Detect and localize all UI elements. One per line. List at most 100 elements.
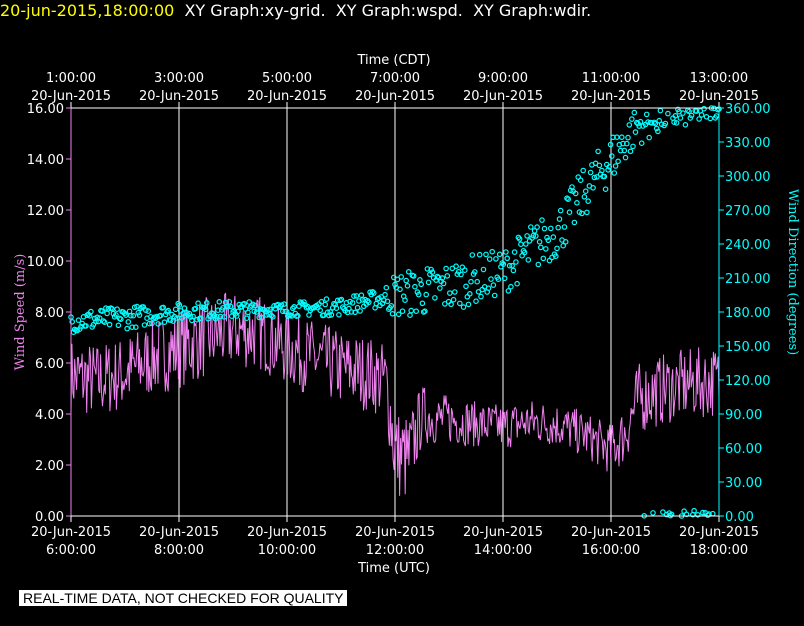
wind-direction-point: [136, 312, 143, 318]
wind-direction-point: [353, 293, 360, 299]
wind-direction-point: [323, 296, 330, 302]
wind-direction-point: [628, 116, 635, 122]
wind-direction-point: [565, 196, 572, 203]
wind-direction-point: [544, 234, 550, 241]
wind-direction-point: [473, 298, 479, 305]
top-tick-date: 20-Jun-2015: [463, 89, 543, 104]
bottom-tick-date: 20-Jun-2015: [31, 525, 111, 540]
wind-direction-point: [495, 276, 502, 283]
right-tick-label: 120.00: [725, 374, 771, 389]
wind-direction-point: [691, 507, 697, 514]
left-axis-title: Wind Speed (m/s): [13, 254, 28, 371]
wind-direction-point: [106, 321, 113, 328]
wind-direction-point: [422, 308, 428, 315]
wind-direction-point: [488, 276, 494, 282]
right-tick-label: 360.00: [725, 102, 771, 117]
right-tick-label: 180.00: [725, 306, 771, 321]
wind-direction-point: [389, 310, 396, 317]
wind-direction-point: [672, 113, 679, 119]
wind-direction-point: [75, 317, 82, 324]
wind-direction-point: [88, 308, 94, 315]
wind-direction-point: [202, 306, 209, 313]
wind-direction-point: [252, 302, 259, 309]
wind-direction-point: [425, 279, 432, 286]
top-tick-time: 11:00:00: [582, 71, 640, 86]
bottom-tick-date: 20-Jun-2015: [355, 525, 435, 540]
wind-direction-point: [399, 308, 406, 315]
wind-direction-point: [615, 158, 621, 165]
bottom-tick-time: 18:00:00: [690, 543, 748, 558]
wind-direction-point: [370, 290, 377, 296]
wind-direction-point: [693, 108, 700, 114]
left-tick-label: 14.00: [27, 153, 64, 168]
wind-direction-point: [105, 305, 112, 312]
wind-direction-point: [131, 304, 138, 311]
wind-direction-point: [235, 308, 241, 315]
wind-direction-point: [508, 283, 514, 290]
wind-direction-point: [643, 111, 650, 118]
wind-direction-point: [566, 209, 573, 216]
wind-direction-point: [253, 309, 260, 315]
wind-direction-point: [466, 290, 473, 297]
right-tick-label: 210.00: [725, 272, 771, 287]
wind-direction-point: [123, 312, 129, 318]
wind-direction-point: [602, 186, 609, 193]
wind-direction-point: [255, 306, 261, 312]
wind-direction-point: [521, 249, 528, 256]
wind-direction-point: [595, 148, 601, 155]
wind-direction-point: [321, 312, 327, 318]
wind-direction-point: [348, 309, 355, 315]
wind-direction-point: [145, 308, 152, 314]
wind-direction-point: [118, 316, 124, 323]
bottom-tick-time: 14:00:00: [474, 543, 532, 558]
wind-direction-point: [496, 251, 503, 258]
wind-direction-point: [418, 281, 425, 288]
wind-direction-point: [638, 140, 645, 147]
wind-direction-point: [281, 301, 287, 307]
wind-direction-point: [582, 188, 589, 195]
wind-direction-point: [516, 236, 523, 242]
wind-direction-point: [505, 288, 512, 294]
wind-direction-point: [301, 299, 307, 305]
wind-direction-point: [278, 302, 285, 308]
wind-direction-point: [124, 325, 130, 332]
wind-direction-point: [453, 263, 459, 270]
wind-direction-point: [694, 511, 701, 518]
wind-direction-point: [601, 173, 608, 180]
wind-direction-point: [556, 216, 563, 222]
wind-direction-point: [571, 219, 578, 226]
wind-direction-point: [327, 309, 334, 315]
wind-direction-point: [620, 140, 626, 147]
wind-direction-point: [541, 225, 548, 232]
wind-direction-point: [585, 198, 592, 205]
wind-direction-point: [623, 140, 630, 147]
left-axis-ticks: 0.00 2.00 4.00 6.00 8.00 10.00 12.00 14.00 16.00: [27, 102, 71, 525]
wind-direction-point: [662, 120, 669, 127]
wind-direction-point: [129, 324, 135, 331]
wind-direction-point: [665, 110, 671, 117]
wind-direction-point: [587, 169, 594, 176]
wind-direction-point: [379, 300, 386, 307]
right-tick-label: 300.00: [725, 170, 771, 185]
wind-direction-point: [100, 318, 107, 324]
wind-direction-point: [336, 311, 342, 318]
bottom-tick-time: 10:00:00: [258, 543, 316, 558]
wind-direction-point: [258, 314, 265, 321]
wind-direction-point: [423, 291, 430, 298]
top-axis-title: Time (CDT): [356, 53, 430, 68]
wind-direction-point: [503, 249, 509, 255]
wind-direction-point: [424, 266, 431, 272]
top-tick-date: 20-Jun-2015: [571, 89, 651, 104]
wind-direction-point: [530, 232, 537, 239]
wind-direction-point: [655, 128, 661, 135]
wind-direction-point: [680, 110, 686, 116]
bottom-tick-date: 20-Jun-2015: [571, 525, 651, 540]
wind-direction-point: [535, 261, 542, 268]
wind-direction-point: [513, 259, 519, 265]
wind-direction-point: [133, 324, 139, 331]
wind-direction-point: [338, 296, 345, 303]
wind-direction-point: [404, 282, 411, 289]
wind-direction-point: [701, 105, 707, 112]
wind-speed-line: [70, 292, 720, 496]
bottom-axis-title: Time (UTC): [357, 561, 430, 576]
